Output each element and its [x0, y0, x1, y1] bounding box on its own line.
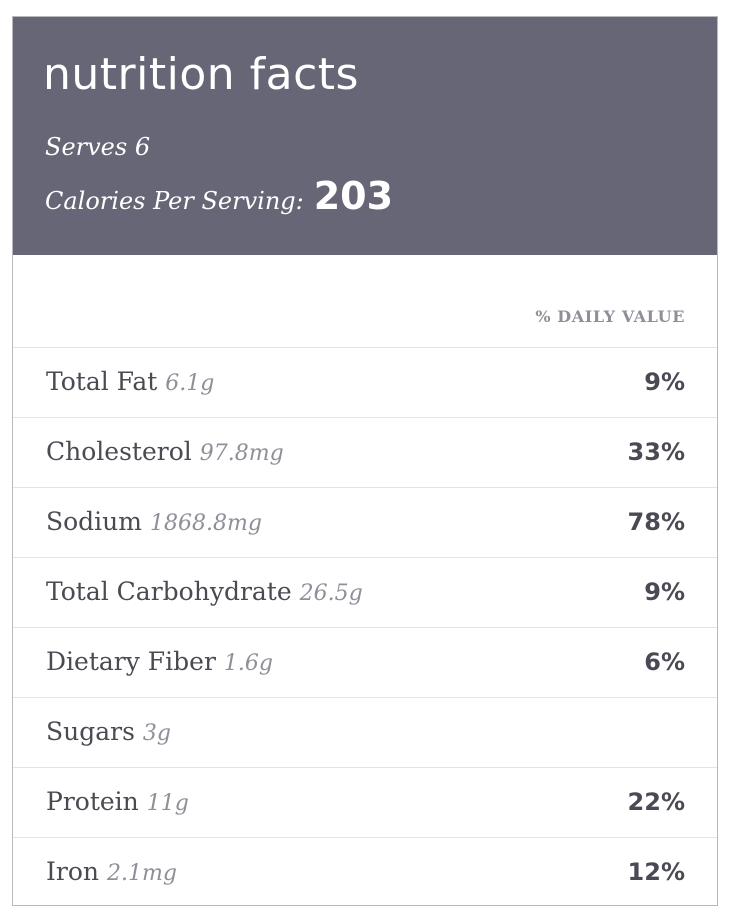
nutrient-row-total-carbohydrate: Total Carbohydrate 26.5g 9% — [13, 558, 717, 628]
nutrition-title: nutrition facts — [43, 49, 359, 100]
nutrient-info: Dietary Fiber 1.6g — [46, 649, 273, 675]
nutrient-amount: 11g — [146, 791, 189, 816]
calories-value: 203 — [313, 174, 394, 218]
nutrition-facts-card: nutrition facts Serves 6 Calories Per Se… — [12, 16, 718, 906]
calories-label: Calories Per Serving: — [45, 187, 304, 215]
nutrient-info: Protein 11g — [46, 789, 189, 815]
nutrient-percent: 78% — [627, 508, 685, 536]
nutrient-name: Sugars — [46, 717, 135, 746]
nutrient-name: Iron — [46, 857, 99, 886]
calories-row: Calories Per Serving: 203 — [45, 177, 393, 215]
daily-value-label: % DAILY VALUE — [535, 307, 685, 326]
nutrient-percent: 33% — [627, 438, 685, 466]
nutrient-info: Sugars 3g — [46, 719, 171, 745]
nutrient-percent: 12% — [627, 858, 685, 886]
nutrient-name: Cholesterol — [46, 437, 192, 466]
nutrient-name: Protein — [46, 787, 139, 816]
nutrient-percent: 22% — [627, 788, 685, 816]
nutrition-header: nutrition facts Serves 6 Calories Per Se… — [13, 17, 717, 255]
nutrient-amount: 1.6g — [223, 651, 273, 676]
nutrient-info: Iron 2.1mg — [46, 859, 177, 885]
nutrient-row-sodium: Sodium 1868.8mg 78% — [13, 488, 717, 558]
nutrient-amount: 3g — [142, 721, 172, 746]
nutrient-amount: 26.5g — [299, 581, 363, 606]
nutrient-row-iron: Iron 2.1mg 12% — [13, 838, 717, 908]
nutrient-name: Total Carbohydrate — [46, 577, 292, 606]
nutrient-percent: 6% — [644, 648, 685, 676]
nutrient-percent: 9% — [644, 368, 685, 396]
nutrient-info: Cholesterol 97.8mg — [46, 439, 284, 465]
nutrient-info: Total Carbohydrate 26.5g — [46, 579, 363, 605]
servings-text: Serves 6 — [45, 133, 151, 161]
nutrient-info: Sodium 1868.8mg — [46, 509, 262, 535]
nutrient-info: Total Fat 6.1g — [46, 369, 214, 395]
nutrient-row-total-fat: Total Fat 6.1g 9% — [13, 348, 717, 418]
nutrient-row-sugars: Sugars 3g — [13, 698, 717, 768]
nutrient-name: Dietary Fiber — [46, 647, 216, 676]
nutrient-name: Sodium — [46, 507, 142, 536]
nutrient-list: Total Fat 6.1g 9% Cholesterol 97.8mg 33%… — [13, 348, 717, 908]
nutrient-row-dietary-fiber: Dietary Fiber 1.6g 6% — [13, 628, 717, 698]
nutrient-name: Total Fat — [46, 367, 158, 396]
nutrient-amount: 2.1mg — [106, 861, 177, 886]
nutrient-percent: 9% — [644, 578, 685, 606]
nutrient-amount: 6.1g — [165, 371, 215, 396]
daily-value-header: % DAILY VALUE — [13, 255, 717, 348]
nutrient-row-cholesterol: Cholesterol 97.8mg 33% — [13, 418, 717, 488]
nutrient-row-protein: Protein 11g 22% — [13, 768, 717, 838]
nutrient-amount: 97.8mg — [199, 441, 284, 466]
nutrient-amount: 1868.8mg — [149, 511, 262, 536]
